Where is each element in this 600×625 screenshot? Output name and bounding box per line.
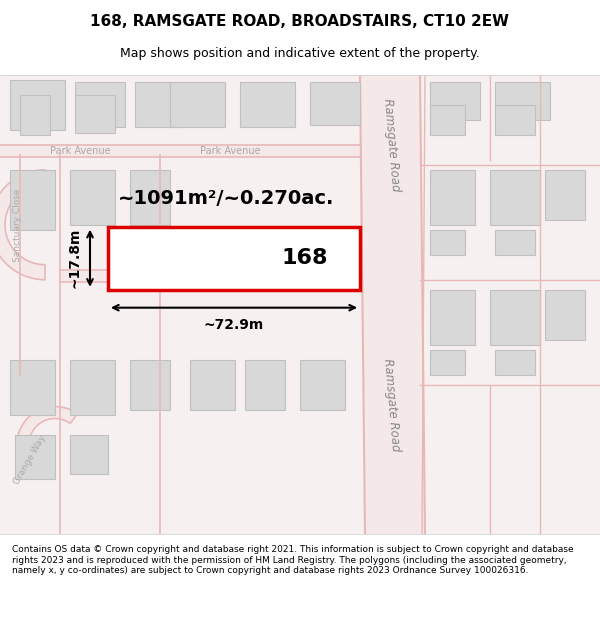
- Bar: [490, 290, 540, 344]
- Bar: [15, 434, 55, 479]
- Bar: [430, 230, 465, 255]
- Bar: [70, 170, 115, 225]
- Text: Contains OS data © Crown copyright and database right 2021. This information is : Contains OS data © Crown copyright and d…: [12, 545, 574, 575]
- Bar: [60, 270, 360, 282]
- Bar: [190, 359, 235, 409]
- Text: 168, RAMSGATE ROAD, BROADSTAIRS, CT10 2EW: 168, RAMSGATE ROAD, BROADSTAIRS, CT10 2E…: [91, 14, 509, 29]
- Bar: [70, 434, 108, 474]
- Bar: [75, 95, 115, 133]
- Bar: [545, 170, 585, 220]
- Bar: [495, 105, 535, 135]
- Bar: [310, 82, 360, 125]
- Bar: [495, 349, 535, 374]
- Bar: [545, 290, 585, 339]
- Bar: [300, 359, 345, 409]
- Text: 168: 168: [282, 248, 328, 268]
- Bar: [10, 80, 65, 130]
- Bar: [430, 82, 480, 120]
- Bar: [108, 227, 360, 290]
- Text: ~72.9m: ~72.9m: [204, 318, 264, 332]
- Bar: [495, 82, 550, 120]
- Text: Grange Way: Grange Way: [12, 433, 48, 486]
- Bar: [10, 359, 55, 414]
- Bar: [495, 230, 535, 255]
- Bar: [430, 290, 475, 344]
- Bar: [10, 170, 55, 230]
- Text: Ramsgate Road: Ramsgate Road: [382, 357, 403, 452]
- Bar: [70, 359, 115, 414]
- Bar: [245, 359, 285, 409]
- Text: ~1091m²/~0.270ac.: ~1091m²/~0.270ac.: [118, 189, 334, 208]
- Polygon shape: [360, 75, 425, 534]
- Bar: [0, 145, 360, 157]
- Bar: [430, 349, 465, 374]
- Bar: [135, 82, 180, 127]
- Bar: [430, 170, 475, 225]
- Polygon shape: [0, 170, 45, 280]
- Text: Ramsgate Road: Ramsgate Road: [382, 98, 403, 192]
- Text: Park Avenue: Park Avenue: [50, 146, 110, 156]
- Text: Park Avenue: Park Avenue: [200, 146, 260, 156]
- Bar: [130, 170, 170, 225]
- Text: Map shows position and indicative extent of the property.: Map shows position and indicative extent…: [120, 48, 480, 61]
- Text: ~17.8m: ~17.8m: [68, 228, 82, 289]
- Bar: [130, 359, 170, 409]
- Text: Sanctuary Close: Sanctuary Close: [13, 188, 23, 261]
- Bar: [170, 82, 225, 127]
- Bar: [490, 170, 540, 225]
- Polygon shape: [17, 406, 77, 467]
- Bar: [20, 95, 50, 135]
- Bar: [240, 82, 295, 127]
- Bar: [430, 105, 465, 135]
- Bar: [75, 82, 125, 127]
